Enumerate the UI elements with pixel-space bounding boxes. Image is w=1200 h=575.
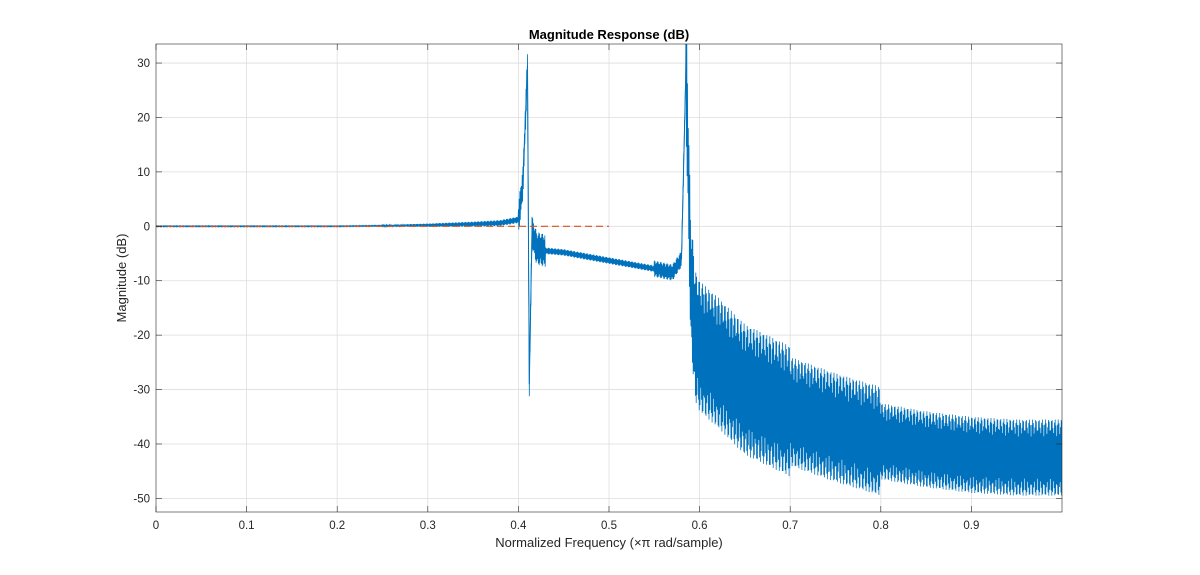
series-filter	[156, 64, 1062, 459]
y-tick-label: 0	[144, 221, 150, 233]
x-tick-label: 0.1	[239, 520, 255, 532]
series-layer	[156, 44, 1062, 496]
x-tick-label: 0.2	[329, 520, 345, 532]
x-tick-label: 0.4	[510, 520, 527, 532]
x-tick-label: 0.5	[601, 520, 617, 532]
x-tick-label: 0.9	[963, 520, 979, 532]
y-tick-label: 30	[137, 58, 150, 70]
x-tick-labels: 0 0.1 0.2 0.3 0.4 0.5 0.6 0.7 0.8 0.9	[153, 520, 980, 532]
x-tick-label: 0.8	[873, 520, 889, 532]
x-tick-label: 0.6	[692, 520, 708, 532]
grid-lines	[156, 44, 1062, 512]
chart-title: Magnitude Response (dB)	[529, 27, 689, 42]
x-tick-label: 0.7	[782, 520, 798, 532]
y-tick-label: -10	[133, 276, 150, 288]
y-tick-label: 20	[137, 112, 150, 124]
y-tick-label: -40	[133, 439, 150, 451]
y-tick-label: -50	[133, 493, 150, 505]
y-axis-label: Magnitude (dB)	[114, 234, 129, 323]
y-tick-label: -20	[133, 330, 150, 342]
tick-marks	[155, 44, 1062, 512]
x-axis-label: Normalized Frequency (×π rad/sample)	[495, 535, 723, 550]
y-tick-label: -30	[133, 385, 150, 397]
x-tick-label: 0.3	[420, 520, 436, 532]
x-tick-label: 0	[153, 520, 159, 532]
y-tick-labels: 30 20 10 0 -10 -20 -30 -40 -50	[133, 58, 150, 505]
y-tick-label: 10	[137, 167, 150, 179]
